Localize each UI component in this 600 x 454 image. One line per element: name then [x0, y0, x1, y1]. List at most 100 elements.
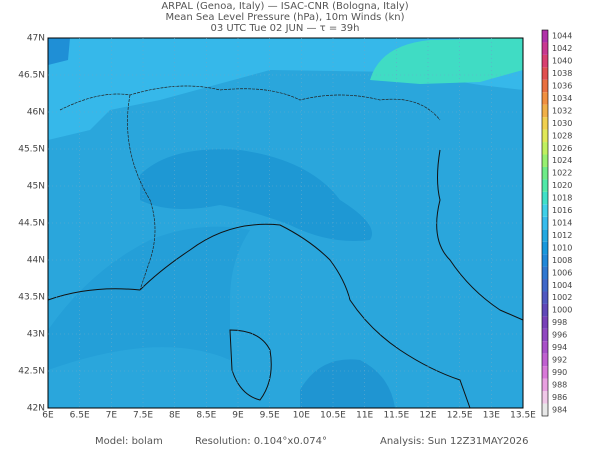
colorbar-label: 994 [552, 343, 567, 352]
lon-label: 7E [106, 411, 118, 421]
lon-label: 9.5E [260, 411, 280, 421]
colorbar-swatch [542, 341, 548, 354]
header-line: Mean Sea Level Pressure (hPa), 10m Winds… [166, 12, 405, 23]
colorbar-label: 1042 [552, 44, 572, 53]
pressure-field [140, 149, 372, 241]
colorbar-swatch [542, 179, 548, 192]
colorbar-label: 1014 [552, 219, 572, 228]
colorbar-swatch [542, 79, 548, 93]
colorbar-swatch [542, 67, 548, 80]
lon-label: 6.5E [70, 411, 90, 421]
border [59, 85, 441, 121]
colorbar-label: 1018 [552, 194, 572, 203]
colorbar-label: 990 [552, 368, 567, 377]
colorbar-swatch [542, 42, 548, 55]
colorbar-swatch [542, 328, 548, 342]
colorbar-swatch [542, 366, 548, 379]
header-line: 03 UTC Tue 02 JUN — τ = 39h [211, 23, 360, 34]
map-area [47, 38, 524, 409]
lat-label: 45N [27, 182, 45, 192]
colorbar-label: 992 [552, 355, 567, 364]
lat-label: 42N [27, 404, 45, 414]
lon-label: 13E [483, 411, 500, 421]
lon-label: 10.5E [320, 411, 346, 421]
colorbar-label: 1030 [552, 119, 572, 128]
footer-resolution: Resolution: 0.104°x0.074° [195, 436, 327, 447]
colorbar-swatch [542, 403, 548, 416]
lon-label: 11.5E [383, 411, 409, 421]
colorbar-swatch [542, 291, 548, 304]
colorbar-label: 1016 [552, 206, 572, 215]
colorbar-swatch [542, 241, 548, 255]
coastline [139, 223, 471, 409]
colorbar-swatch [542, 279, 548, 292]
colorbar-label: 988 [552, 380, 567, 389]
colorbar-label: 986 [552, 393, 567, 402]
colorbar-label: 996 [552, 331, 567, 340]
lon-label: 10E [293, 411, 310, 421]
lat-labels: 47N 46.5N 46N 45.5N 45N 44.5N 44N 43.5N 43N 42.5N… [18, 34, 523, 414]
colorbar-label: 1032 [552, 106, 572, 115]
pressure-field [370, 38, 523, 84]
colorbar-label: 1024 [552, 156, 572, 165]
colorbar-swatch [542, 266, 548, 280]
colorbar-swatch [542, 30, 548, 43]
colorbar-swatch [542, 378, 548, 392]
lon-label: 8E [169, 411, 181, 421]
colorbar-label: 1020 [552, 181, 572, 190]
colorbar-label: 998 [552, 318, 567, 327]
colorbar-swatch [542, 166, 548, 180]
colorbar-label: 1022 [552, 169, 572, 178]
colorbar-swatch [542, 117, 548, 130]
colorbar-label: 1006 [552, 268, 572, 277]
colorbar-swatch [542, 254, 548, 267]
colorbar-swatch [542, 129, 548, 143]
colorbar-label: 1038 [552, 69, 572, 78]
lon-label: 8.5E [196, 411, 216, 421]
pressure-field [48, 38, 70, 65]
colorbar-label: 1012 [552, 231, 572, 240]
colorbar-swatch [542, 191, 548, 205]
colorbar-swatch [542, 353, 548, 367]
lon-label: 13.5E [510, 411, 536, 421]
lon-label: 7.5E [133, 411, 153, 421]
lat-label: 44.5N [18, 219, 45, 229]
colorbar-label: 1034 [552, 94, 572, 103]
colorbar-swatch [542, 104, 548, 118]
lat-label: 46N [27, 108, 45, 118]
coastline [436, 149, 524, 321]
colorbar-swatch [542, 216, 548, 230]
lon-label: 12.5E [447, 411, 473, 421]
lat-label: 43N [27, 330, 45, 340]
colorbar-label: 1004 [552, 281, 572, 290]
lat-label: 45.5N [18, 145, 45, 155]
lon-label: 11E [356, 411, 373, 421]
colorbar-label: 1010 [552, 243, 572, 252]
colorbar-frame [541, 29, 549, 417]
lat-label: 42.5N [18, 367, 45, 377]
lat-label: 47N [27, 34, 45, 44]
colorbar-swatch [542, 142, 548, 155]
pressure-field [48, 226, 250, 370]
lon-label: 12E [419, 411, 436, 421]
colorbar-swatch [542, 92, 548, 105]
lat-label: 44N [27, 256, 45, 266]
colorbar-label: 1040 [552, 57, 572, 66]
lat-label: 43.5N [18, 293, 45, 303]
pressure-field [300, 359, 395, 408]
colorbar-swatch [542, 303, 548, 317]
colorbar-label: 1026 [552, 144, 572, 153]
colorbar-swatch [542, 154, 548, 167]
colorbar-swatch [542, 54, 548, 68]
colorbar-label: 1036 [552, 82, 572, 91]
colorbar: 984 986 988 990 992 994 996 998 1000 1002 1004 1006… [541, 29, 572, 417]
colorbar-label: 1002 [552, 293, 572, 302]
colorbar-swatch [542, 229, 548, 242]
colorbar-swatch [542, 204, 548, 217]
border [127, 94, 156, 291]
colorbar-label: 1000 [552, 306, 572, 315]
coastline [229, 329, 272, 401]
lon-label: 9E [232, 411, 244, 421]
footer-analysis: Analysis: Sun 12Z31MAY2026 [380, 436, 529, 447]
